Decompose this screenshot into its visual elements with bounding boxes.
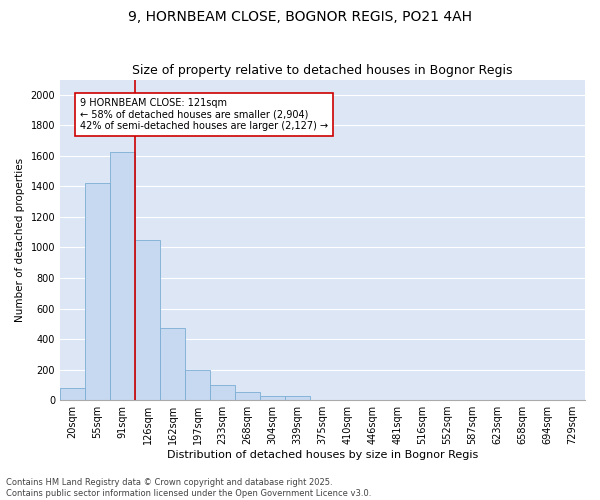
Bar <box>85 184 110 400</box>
Bar <box>185 370 210 400</box>
Bar <box>285 396 310 400</box>
Y-axis label: Number of detached properties: Number of detached properties <box>15 158 25 322</box>
Bar <box>135 240 160 400</box>
Text: Contains HM Land Registry data © Crown copyright and database right 2025.
Contai: Contains HM Land Registry data © Crown c… <box>6 478 371 498</box>
Bar <box>160 328 185 400</box>
Text: 9, HORNBEAM CLOSE, BOGNOR REGIS, PO21 4AH: 9, HORNBEAM CLOSE, BOGNOR REGIS, PO21 4A… <box>128 10 472 24</box>
Bar <box>60 388 85 400</box>
Title: Size of property relative to detached houses in Bognor Regis: Size of property relative to detached ho… <box>132 64 513 77</box>
Bar <box>210 385 235 400</box>
Text: 9 HORNBEAM CLOSE: 121sqm
← 58% of detached houses are smaller (2,904)
42% of sem: 9 HORNBEAM CLOSE: 121sqm ← 58% of detach… <box>80 98 328 131</box>
Bar <box>260 396 285 400</box>
X-axis label: Distribution of detached houses by size in Bognor Regis: Distribution of detached houses by size … <box>167 450 478 460</box>
Bar <box>235 392 260 400</box>
Bar <box>110 152 135 400</box>
